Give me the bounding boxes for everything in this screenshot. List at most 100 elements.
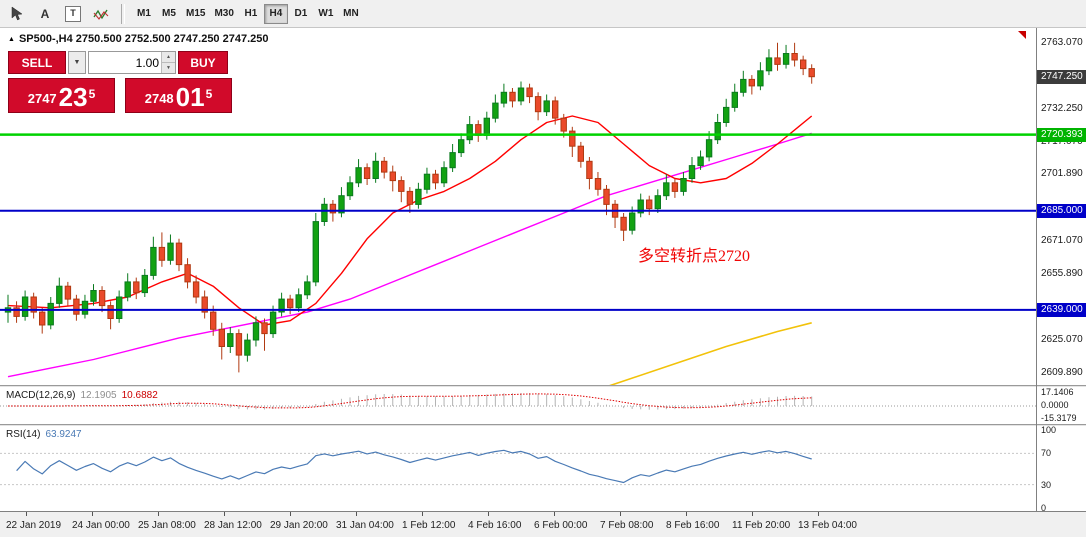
- timeframe-h4[interactable]: H4: [263, 3, 288, 24]
- rsi-axis-label: 30: [1041, 480, 1052, 490]
- letter-a-icon: A: [40, 6, 50, 21]
- price-axis-level-badge: 2720.393: [1037, 128, 1086, 142]
- macd-pane[interactable]: MACD(12,26,9) 12.1905 10.6882: [0, 388, 1036, 424]
- timeframe-buttons: M1 M5 M15 M30 H1 H4 D1 W1 MN: [132, 3, 363, 24]
- ask-sup: 5: [205, 87, 213, 101]
- price-axis-label: 2655.890: [1041, 268, 1083, 279]
- volume-spinner: ▲ ▼: [161, 52, 175, 73]
- toolbar-separator: [121, 3, 125, 24]
- one-click-trade-panel: SELL ▼ ▲ ▼ BUY 2747 23 5: [8, 51, 232, 113]
- bid-prefix: 2747: [27, 91, 57, 106]
- top-toolbar: A T M1 M5 M15 M30 H1 H4 D1 W1 MN: [0, 0, 1086, 28]
- time-axis-tick: [686, 512, 687, 516]
- chart-window: ▲ SP500-,H4 2750.500 2752.500 2747.250 2…: [0, 28, 1086, 537]
- bid-price-tile[interactable]: 2747 23 5: [8, 78, 115, 113]
- price-axis-label: 2701.890: [1041, 168, 1083, 179]
- time-axis-tick: [290, 512, 291, 516]
- time-axis-label: 13 Feb 04:00: [798, 520, 857, 531]
- timeframe-w1[interactable]: W1: [318, 8, 334, 19]
- time-axis-tick: [620, 512, 621, 516]
- price-axis-label: 2763.070: [1041, 37, 1083, 48]
- rsi-pane[interactable]: RSI(14) 63.9247: [0, 427, 1036, 511]
- price-pane[interactable]: ▲ SP500-,H4 2750.500 2752.500 2747.250 2…: [0, 28, 1036, 385]
- price-chart-svg[interactable]: [0, 28, 1036, 385]
- timeframe-m30[interactable]: M30: [214, 8, 234, 19]
- volume-input[interactable]: [89, 52, 175, 73]
- time-axis[interactable]: 22 Jan 2019 24 Jan 00:00 25 Jan 08:00 28 Ja…: [0, 511, 1086, 537]
- sell-button[interactable]: SELL: [8, 51, 66, 74]
- cursor-icon: [11, 6, 23, 21]
- rsi-chart-svg[interactable]: [0, 427, 1036, 511]
- chart-title-text: SP500-,H4 2750.500 2752.500 2747.250 274…: [18, 33, 269, 45]
- time-axis-tick: [752, 512, 753, 516]
- rsi-header: RSI(14) 63.9247: [6, 429, 82, 440]
- time-axis-tick: [224, 512, 225, 516]
- label-tool-button[interactable]: T: [60, 2, 86, 26]
- text-tool-button[interactable]: A: [32, 2, 58, 26]
- time-axis-tick: [26, 512, 27, 516]
- macd-signal-value: 10.6882: [121, 390, 158, 401]
- bid-main: 23: [58, 82, 88, 112]
- candles-layer: [4, 42, 815, 373]
- time-axis-label: 29 Jan 20:00: [270, 520, 328, 531]
- price-axis-label: 2671.070: [1041, 235, 1083, 246]
- chevron-down-icon: ▼: [73, 59, 81, 66]
- time-axis-label: 6 Feb 00:00: [534, 520, 588, 531]
- buy-button[interactable]: BUY: [178, 51, 228, 74]
- ma-line: [7, 115, 813, 326]
- price-axis-level-badge: 2639.000: [1037, 303, 1086, 317]
- time-axis-tick: [356, 512, 357, 516]
- time-axis-label: 24 Jan 00:00: [72, 520, 130, 531]
- time-axis-tick: [488, 512, 489, 516]
- time-axis-label: 4 Feb 16:00: [468, 520, 522, 531]
- ma-line: [7, 132, 812, 378]
- timeframe-m5[interactable]: M5: [162, 8, 176, 19]
- spinner-up-icon[interactable]: ▲: [162, 52, 175, 63]
- macd-signal-line: [8, 393, 812, 409]
- time-axis-tick: [422, 512, 423, 516]
- price-axis-label: 2609.890: [1041, 367, 1083, 378]
- price-axis[interactable]: 2763.0702732.2502717.0702701.8902671.070…: [1036, 28, 1086, 513]
- timeframe-mn[interactable]: MN: [343, 8, 359, 19]
- time-axis-tick: [818, 512, 819, 516]
- ask-price-tile[interactable]: 2748 01 5: [125, 78, 232, 113]
- macd-name: MACD(12,26,9): [6, 390, 76, 401]
- time-axis-tick: [158, 512, 159, 516]
- quote-tiles-row: 2747 23 5 2748 01 5: [8, 78, 232, 113]
- timeframe-m1[interactable]: M1: [137, 8, 151, 19]
- pane-separator[interactable]: [0, 385, 1086, 388]
- macd-axis-label: -15.3179: [1041, 413, 1077, 423]
- chart-shift-marker-icon[interactable]: [1018, 31, 1026, 39]
- trade-controls-row: SELL ▼ ▲ ▼ BUY: [8, 51, 232, 74]
- time-axis-label: 1 Feb 12:00: [402, 520, 456, 531]
- timeframe-h1[interactable]: H1: [244, 8, 258, 19]
- pane-separator[interactable]: [0, 424, 1086, 427]
- rsi-axis-label: 100: [1041, 425, 1057, 435]
- macd-chart-svg[interactable]: [0, 388, 1036, 424]
- chart-text-annotation: 多空转折点2720: [638, 248, 751, 265]
- macd-header: MACD(12,26,9) 12.1905 10.6882: [6, 390, 158, 401]
- rsi-axis-label: 0: [1041, 503, 1047, 513]
- rsi-value: 63.9247: [45, 429, 82, 440]
- time-axis-label: 8 Feb 16:00: [666, 520, 720, 531]
- order-type-dropdown[interactable]: ▼: [68, 51, 86, 74]
- ma-line: [609, 322, 812, 385]
- timeframe-d1[interactable]: D1: [294, 8, 308, 19]
- macd-main-value: 12.1905: [80, 390, 117, 401]
- time-axis-tick: [554, 512, 555, 516]
- time-axis-label: 31 Jan 04:00: [336, 520, 394, 531]
- time-axis-tick: [92, 512, 93, 516]
- spinner-down-icon[interactable]: ▼: [162, 63, 175, 73]
- ask-main: 01: [175, 82, 205, 112]
- time-axis-label: 7 Feb 08:00: [600, 520, 654, 531]
- time-axis-label: 11 Feb 20:00: [732, 520, 791, 531]
- price-axis-level-badge: 2747.250: [1037, 70, 1086, 84]
- chart-title: ▲ SP500-,H4 2750.500 2752.500 2747.250 2…: [8, 33, 269, 45]
- indicators-tool-button[interactable]: [88, 2, 114, 26]
- cursor-tool-button[interactable]: [4, 2, 30, 26]
- timeframe-m15[interactable]: M15: [186, 8, 206, 19]
- price-axis-level-badge: 2685.000: [1037, 204, 1086, 218]
- time-axis-label: 28 Jan 12:00: [204, 520, 262, 531]
- chart-title-icon: ▲: [8, 35, 15, 43]
